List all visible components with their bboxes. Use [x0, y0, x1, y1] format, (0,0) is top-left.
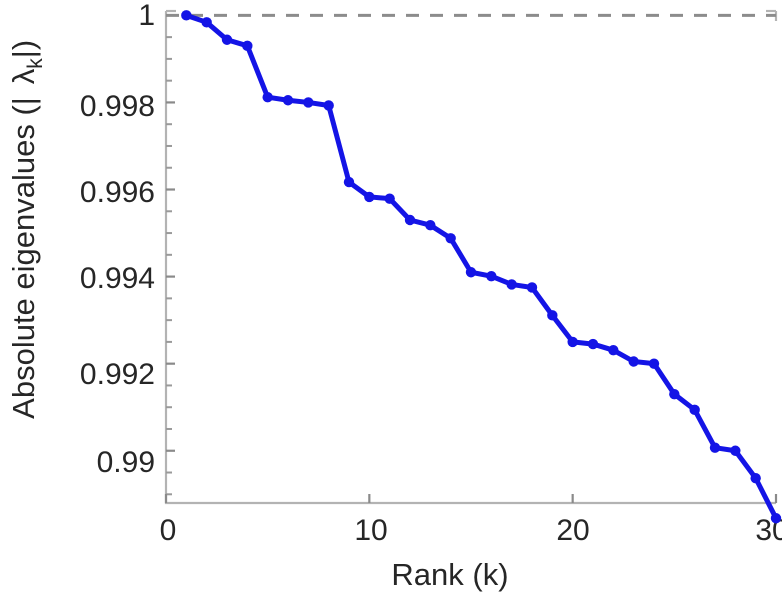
y-tick-label-099: 0.99: [97, 446, 155, 479]
x-axis-ticks: [164, 494, 778, 503]
data-point: [201, 17, 212, 28]
data-point: [364, 191, 375, 203]
data-point: [506, 279, 517, 290]
data-point: [669, 388, 680, 400]
y-tick-label-0996: 0.996: [80, 176, 155, 209]
eigenvalue-markers: [181, 10, 782, 524]
y-axis-title-suffix: |): [6, 40, 41, 58]
data-point: [242, 40, 253, 52]
data-point: [730, 445, 741, 456]
data-point: [648, 358, 660, 369]
y-axis-title-lambda-text: λk|): [6, 40, 47, 84]
lambda-symbol: λ: [6, 68, 41, 84]
y-axis-title-text: Absolute eigenvalues (|: [6, 97, 41, 419]
data-point: [547, 310, 558, 321]
x-tick-label-0: 0: [160, 514, 177, 547]
y-tick-label-0992: 0.992: [80, 358, 155, 391]
y-tick-labels: 1 0.998 0.996 0.994 0.992 0.99: [80, 0, 155, 479]
x-tick-label-20: 20: [556, 514, 589, 547]
y-axis-title-prefix: Absolute eigenvalues (|: [6, 97, 41, 419]
x-axis-title: Rank (k): [391, 557, 508, 592]
data-point: [608, 344, 619, 356]
data-point: [445, 233, 456, 244]
y-tick-label-0998: 0.998: [80, 90, 155, 123]
data-point: [709, 442, 721, 453]
data-point: [323, 100, 334, 111]
y-tick-label-0994: 0.994: [80, 262, 155, 295]
data-point: [689, 404, 700, 416]
data-point: [221, 34, 233, 45]
y-axis-title: Absolute eigenvalues (|: [6, 97, 41, 419]
data-point: [181, 10, 192, 21]
data-point: [425, 220, 436, 231]
data-point: [262, 92, 273, 103]
data-point: [465, 267, 477, 278]
data-point: [343, 176, 355, 188]
data-point: [567, 336, 578, 348]
data-point: [384, 193, 395, 204]
data-point: [303, 97, 314, 108]
data-point: [587, 338, 599, 350]
data-point: [486, 270, 497, 282]
data-point: [282, 95, 294, 106]
data-point: [750, 472, 761, 484]
y-axis-title-lambda-group: λk|): [6, 40, 47, 84]
data-point: [404, 214, 416, 226]
data-point: [628, 356, 639, 367]
lambda-subscript-k: k: [24, 58, 47, 69]
x-tick-label-10: 10: [354, 514, 387, 547]
data-point: [526, 282, 538, 293]
y-tick-label-1: 1: [138, 0, 155, 32]
data-point: [770, 513, 782, 524]
